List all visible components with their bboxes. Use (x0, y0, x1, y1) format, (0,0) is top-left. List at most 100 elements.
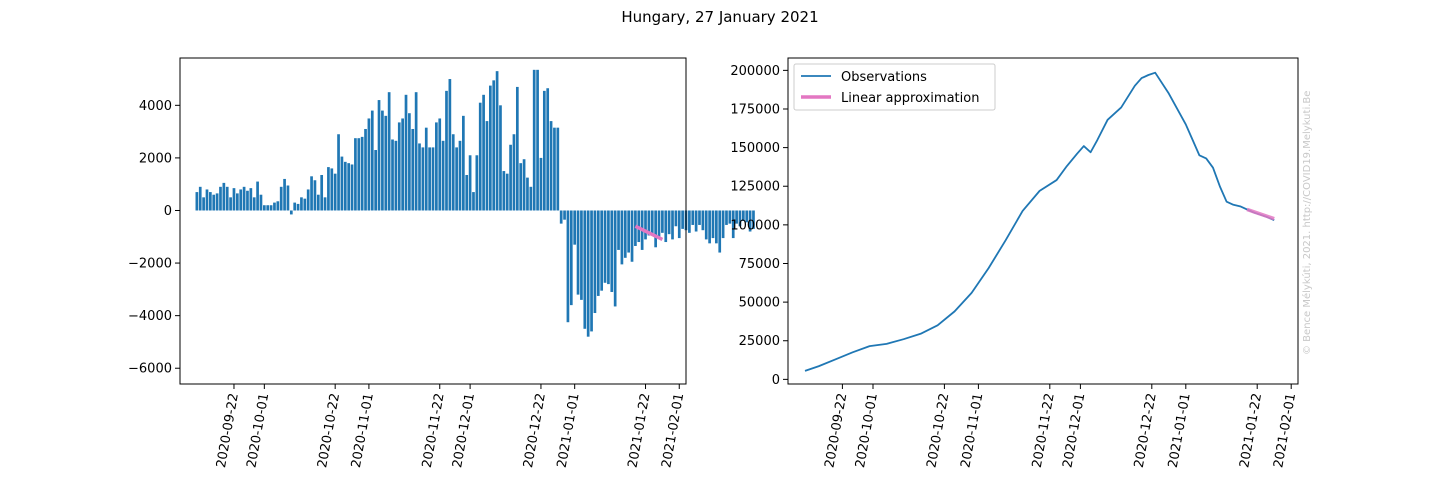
bar (198, 186, 202, 211)
bar (350, 164, 354, 211)
linear-approximation-series (634, 224, 664, 241)
bar (741, 210, 745, 221)
bar (492, 80, 496, 211)
bar (387, 92, 391, 211)
bar (593, 210, 597, 314)
bar (408, 113, 411, 211)
bar (239, 189, 243, 211)
x-tick-label: 2021-02-01 (1271, 392, 1299, 469)
bar (421, 147, 425, 211)
x-tick-label: 2021-01-01 (555, 392, 583, 469)
y-tick-label: 25000 (739, 334, 780, 349)
bar (586, 210, 590, 337)
bar (546, 88, 550, 211)
bar (539, 157, 543, 211)
bar (623, 210, 627, 258)
bar (269, 205, 273, 211)
bar (310, 176, 313, 211)
bar (752, 210, 755, 229)
bar (367, 118, 371, 211)
observations-line (804, 71, 1275, 372)
plot-frame-left (179, 57, 687, 385)
bar (563, 210, 566, 220)
bar (580, 210, 583, 300)
x-tick-label: 2020-12-22 (1132, 392, 1160, 469)
bar (357, 138, 361, 211)
bar (701, 210, 705, 231)
bar (745, 210, 749, 223)
bar (495, 71, 499, 211)
bar (600, 210, 604, 291)
bar (509, 144, 512, 211)
bar (300, 197, 303, 211)
bar (431, 147, 435, 211)
x-tick-label: 2020-11-01 (958, 392, 986, 469)
bar (428, 147, 431, 211)
bar (553, 127, 556, 211)
bar (485, 121, 489, 211)
y-tick-label: 2000 (139, 151, 172, 166)
bar (482, 94, 485, 211)
bar (472, 192, 475, 211)
bar (195, 192, 199, 211)
bar (313, 180, 317, 211)
bar (542, 90, 546, 211)
bar (536, 69, 539, 211)
y-tick-label: 150000 (730, 141, 780, 156)
bar (354, 138, 357, 211)
bar (327, 167, 330, 211)
bar (708, 210, 711, 244)
bar (728, 210, 732, 224)
bar (286, 185, 290, 211)
y-tick-label: 175000 (730, 102, 780, 117)
bar (721, 210, 725, 239)
x-tick-label: 2021-01-01 (1166, 392, 1194, 469)
bar (323, 197, 327, 211)
line-series (804, 71, 1275, 372)
y-tick-label: 100000 (730, 218, 780, 233)
bar (738, 210, 742, 227)
bar (219, 186, 222, 211)
plot-frame-right (787, 57, 1299, 385)
bar (735, 210, 738, 224)
bar (661, 210, 664, 233)
bar (634, 210, 637, 246)
x-tick-label: 2021-01-22 (1237, 392, 1265, 469)
bar (610, 210, 614, 292)
bar (377, 100, 381, 211)
y-tick-label: 0 (164, 204, 172, 219)
bar (526, 177, 529, 211)
y-tick-label: −6000 (128, 362, 172, 377)
bar (704, 210, 708, 240)
bar (532, 69, 536, 211)
bar (512, 134, 516, 211)
bar (266, 205, 270, 211)
bar (445, 90, 448, 211)
y-axis-right: 0 25000 50000 75000 100000 125000 150000 175000… (730, 64, 788, 388)
bar (411, 128, 415, 211)
bar (441, 140, 445, 211)
bar (212, 194, 216, 211)
bar (715, 210, 718, 244)
bar (343, 161, 347, 211)
bar (620, 210, 624, 265)
legend-label-observations: Observations (841, 70, 927, 85)
y-tick-label: 125000 (730, 180, 780, 195)
x-tick-label: 2020-09-22 (214, 392, 242, 469)
bar (360, 136, 364, 211)
bar (465, 174, 469, 211)
bar (718, 210, 722, 253)
y-tick-label: −4000 (128, 309, 172, 324)
bar (458, 140, 462, 211)
bar (340, 156, 344, 211)
bar (505, 173, 509, 211)
y-tick-label: 75000 (739, 257, 780, 272)
bar (667, 210, 671, 235)
figure-title: Hungary, 27 January 2021 (621, 8, 818, 26)
bar (627, 210, 631, 253)
bar (418, 143, 421, 211)
bar (401, 118, 404, 211)
bar (289, 210, 293, 215)
bar (522, 159, 526, 211)
